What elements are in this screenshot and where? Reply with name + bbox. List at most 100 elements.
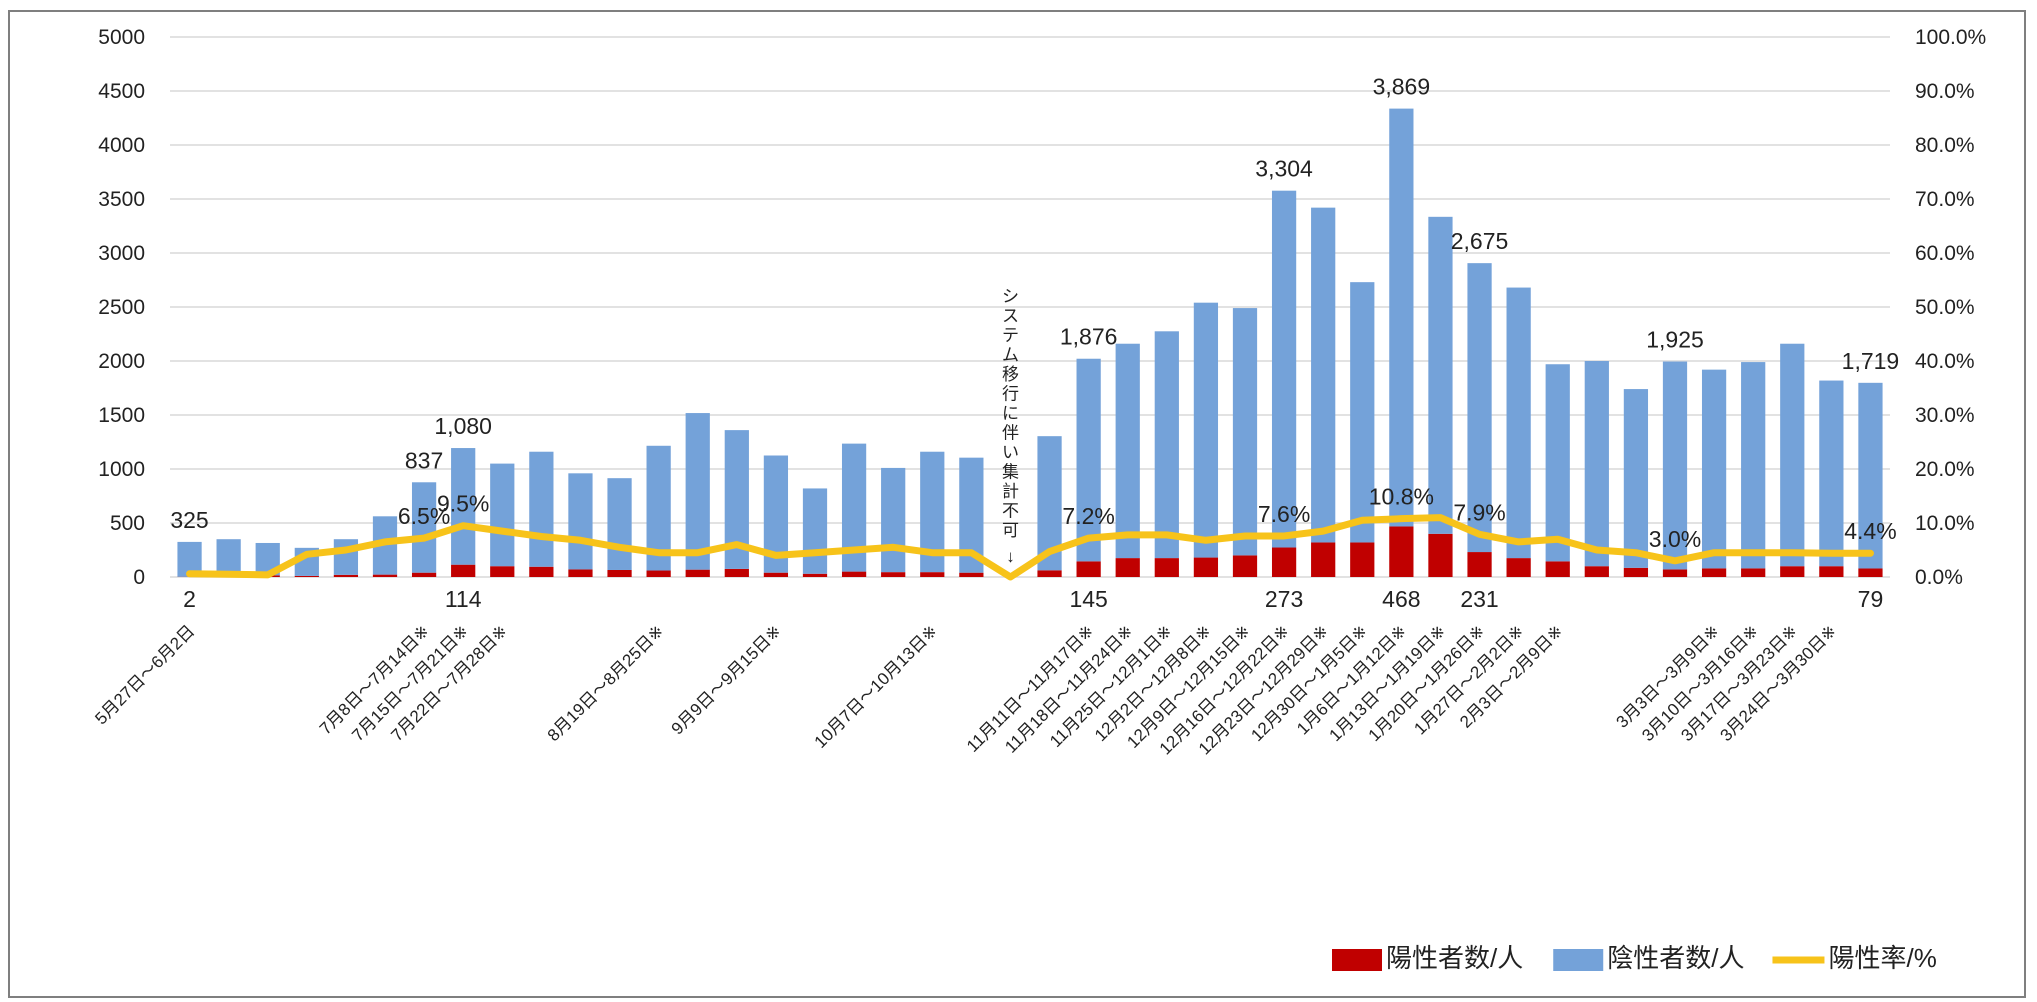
bar-negative: [411, 482, 437, 573]
rate-data-label: 7.2%: [1062, 503, 1114, 529]
y-right-tick-label: 70.0%: [1915, 188, 1975, 211]
bar-positive: [607, 569, 632, 577]
bar-positive: [724, 568, 749, 577]
total-data-label: 325: [170, 507, 208, 533]
bar-negative: [1467, 263, 1492, 553]
positive-data-label: 79: [1858, 586, 1884, 612]
total-data-label: 1,719: [1842, 348, 1900, 374]
rate-data-label: 7.9%: [1453, 499, 1505, 525]
total-data-label: 837: [405, 447, 443, 473]
bar-positive: [1350, 542, 1375, 577]
total-data-label: 3,869: [1373, 74, 1431, 100]
y-left-tick-label: 0: [133, 566, 145, 589]
bar-negative: [1115, 343, 1140, 559]
bar-positive: [881, 572, 906, 577]
positive-data-label: 2: [183, 586, 196, 612]
y-right-tick-label: 90.0%: [1915, 80, 1975, 103]
rate-line: [186, 514, 1874, 581]
bar-negative: [333, 539, 359, 575]
bar-negative: [1858, 382, 1883, 569]
bar-positive: [1467, 552, 1492, 577]
y-left-tick-label: 3000: [98, 242, 145, 265]
bar-positive: [1741, 568, 1766, 577]
y-left-tick-label: 2500: [98, 296, 145, 319]
rate-data-label: 7.6%: [1258, 501, 1310, 527]
bar-negative: [1506, 287, 1531, 559]
bar-positive: [568, 569, 593, 577]
bar-positive: [763, 572, 789, 577]
bar-positive: [1662, 569, 1688, 577]
total-data-label: 1,876: [1060, 324, 1118, 350]
y-right-tick-label: 0.0%: [1915, 566, 1963, 589]
legend-label: 陽性率/%: [1828, 943, 1936, 973]
y-right-tick-label: 50.0%: [1915, 296, 1975, 319]
rate-data-label: 10.8%: [1369, 484, 1434, 510]
bar-positive: [529, 566, 554, 577]
bar-negative: [1701, 369, 1727, 569]
y-left-tick-label: 4500: [98, 80, 145, 103]
bar-positive: [1623, 567, 1649, 577]
legend-label: 陰性者数/人: [1607, 943, 1744, 973]
bar-negative: [1741, 362, 1766, 569]
legend-swatch: [1553, 949, 1604, 971]
bar-negative: [1623, 389, 1649, 568]
bar-positive: [1115, 558, 1140, 577]
bar-positive: [1506, 558, 1531, 577]
bar-positive: [959, 572, 984, 577]
legend-label: 陽性者数/人: [1386, 943, 1523, 973]
y-right-tick-label: 20.0%: [1915, 458, 1975, 481]
y-left-tick-label: 1500: [98, 404, 145, 427]
y-left-tick-label: 3500: [98, 188, 145, 211]
bar-negative: [1193, 302, 1219, 558]
y-right-tick-label: 80.0%: [1915, 134, 1975, 157]
bar-positive: [920, 572, 945, 577]
y-right-tick-label: 60.0%: [1915, 242, 1975, 265]
bar-negative: [216, 539, 241, 575]
bar-negative: [1076, 358, 1101, 562]
bar-positive: [451, 564, 476, 577]
positive-data-label: 231: [1460, 586, 1498, 612]
bar-positive: [1389, 526, 1414, 577]
x-category-label: 10月7日～10月13日※: [811, 621, 941, 751]
rate-data-label: 4.4%: [1844, 518, 1896, 544]
positive-data-label: 114: [445, 586, 482, 612]
x-category-label: 9月9日～9月15日※: [668, 621, 785, 738]
bar-positive: [1545, 561, 1570, 577]
bar-negative: [1428, 216, 1453, 534]
bar-negative: [1271, 190, 1297, 548]
bar-positive: [1232, 555, 1258, 577]
bar-negative: [1545, 364, 1570, 562]
bar-positive: [411, 572, 437, 577]
bar-negative: [1819, 380, 1844, 567]
bar-positive: [1428, 533, 1453, 577]
total-data-label: 1,080: [434, 413, 492, 439]
bar-negative: [1350, 282, 1375, 543]
bar-positive: [841, 571, 867, 577]
bar-positive: [1780, 566, 1805, 577]
total-data-label: 1,925: [1646, 327, 1704, 353]
x-category-label: 8月19日～8月25日※: [544, 621, 668, 745]
bar-negative: [1311, 207, 1336, 543]
bar-negative: [1780, 343, 1805, 567]
chart-frame: 0 500 1000 1500 2000 2500 3000 3500 4000 4500 5000…: [8, 10, 2026, 998]
bar-negative: [685, 413, 710, 570]
bar-positive: [646, 570, 671, 577]
rate-data-label: 3.0%: [1649, 526, 1701, 552]
positive-data-label: 145: [1069, 586, 1107, 612]
bar-negative: [1389, 108, 1414, 527]
y-left-tick-label: 5000: [98, 26, 145, 49]
bar-positive: [1037, 570, 1062, 577]
positive-data-label: 273: [1265, 586, 1303, 612]
bar-negative: [451, 448, 476, 565]
y-right-tick-label: 40.0%: [1915, 350, 1975, 373]
bar-positive: [333, 574, 359, 577]
positive-data-label: 468: [1382, 586, 1420, 612]
bar-positive: [1193, 557, 1219, 577]
y-left-tick-label: 1000: [98, 458, 145, 481]
y-right-tick-label: 30.0%: [1915, 404, 1975, 427]
bar-positive: [685, 569, 710, 577]
bar-negative: [1154, 331, 1179, 559]
bar-negative: [607, 478, 632, 570]
bar-negative: [802, 488, 828, 574]
bar-positive: [1154, 558, 1179, 577]
